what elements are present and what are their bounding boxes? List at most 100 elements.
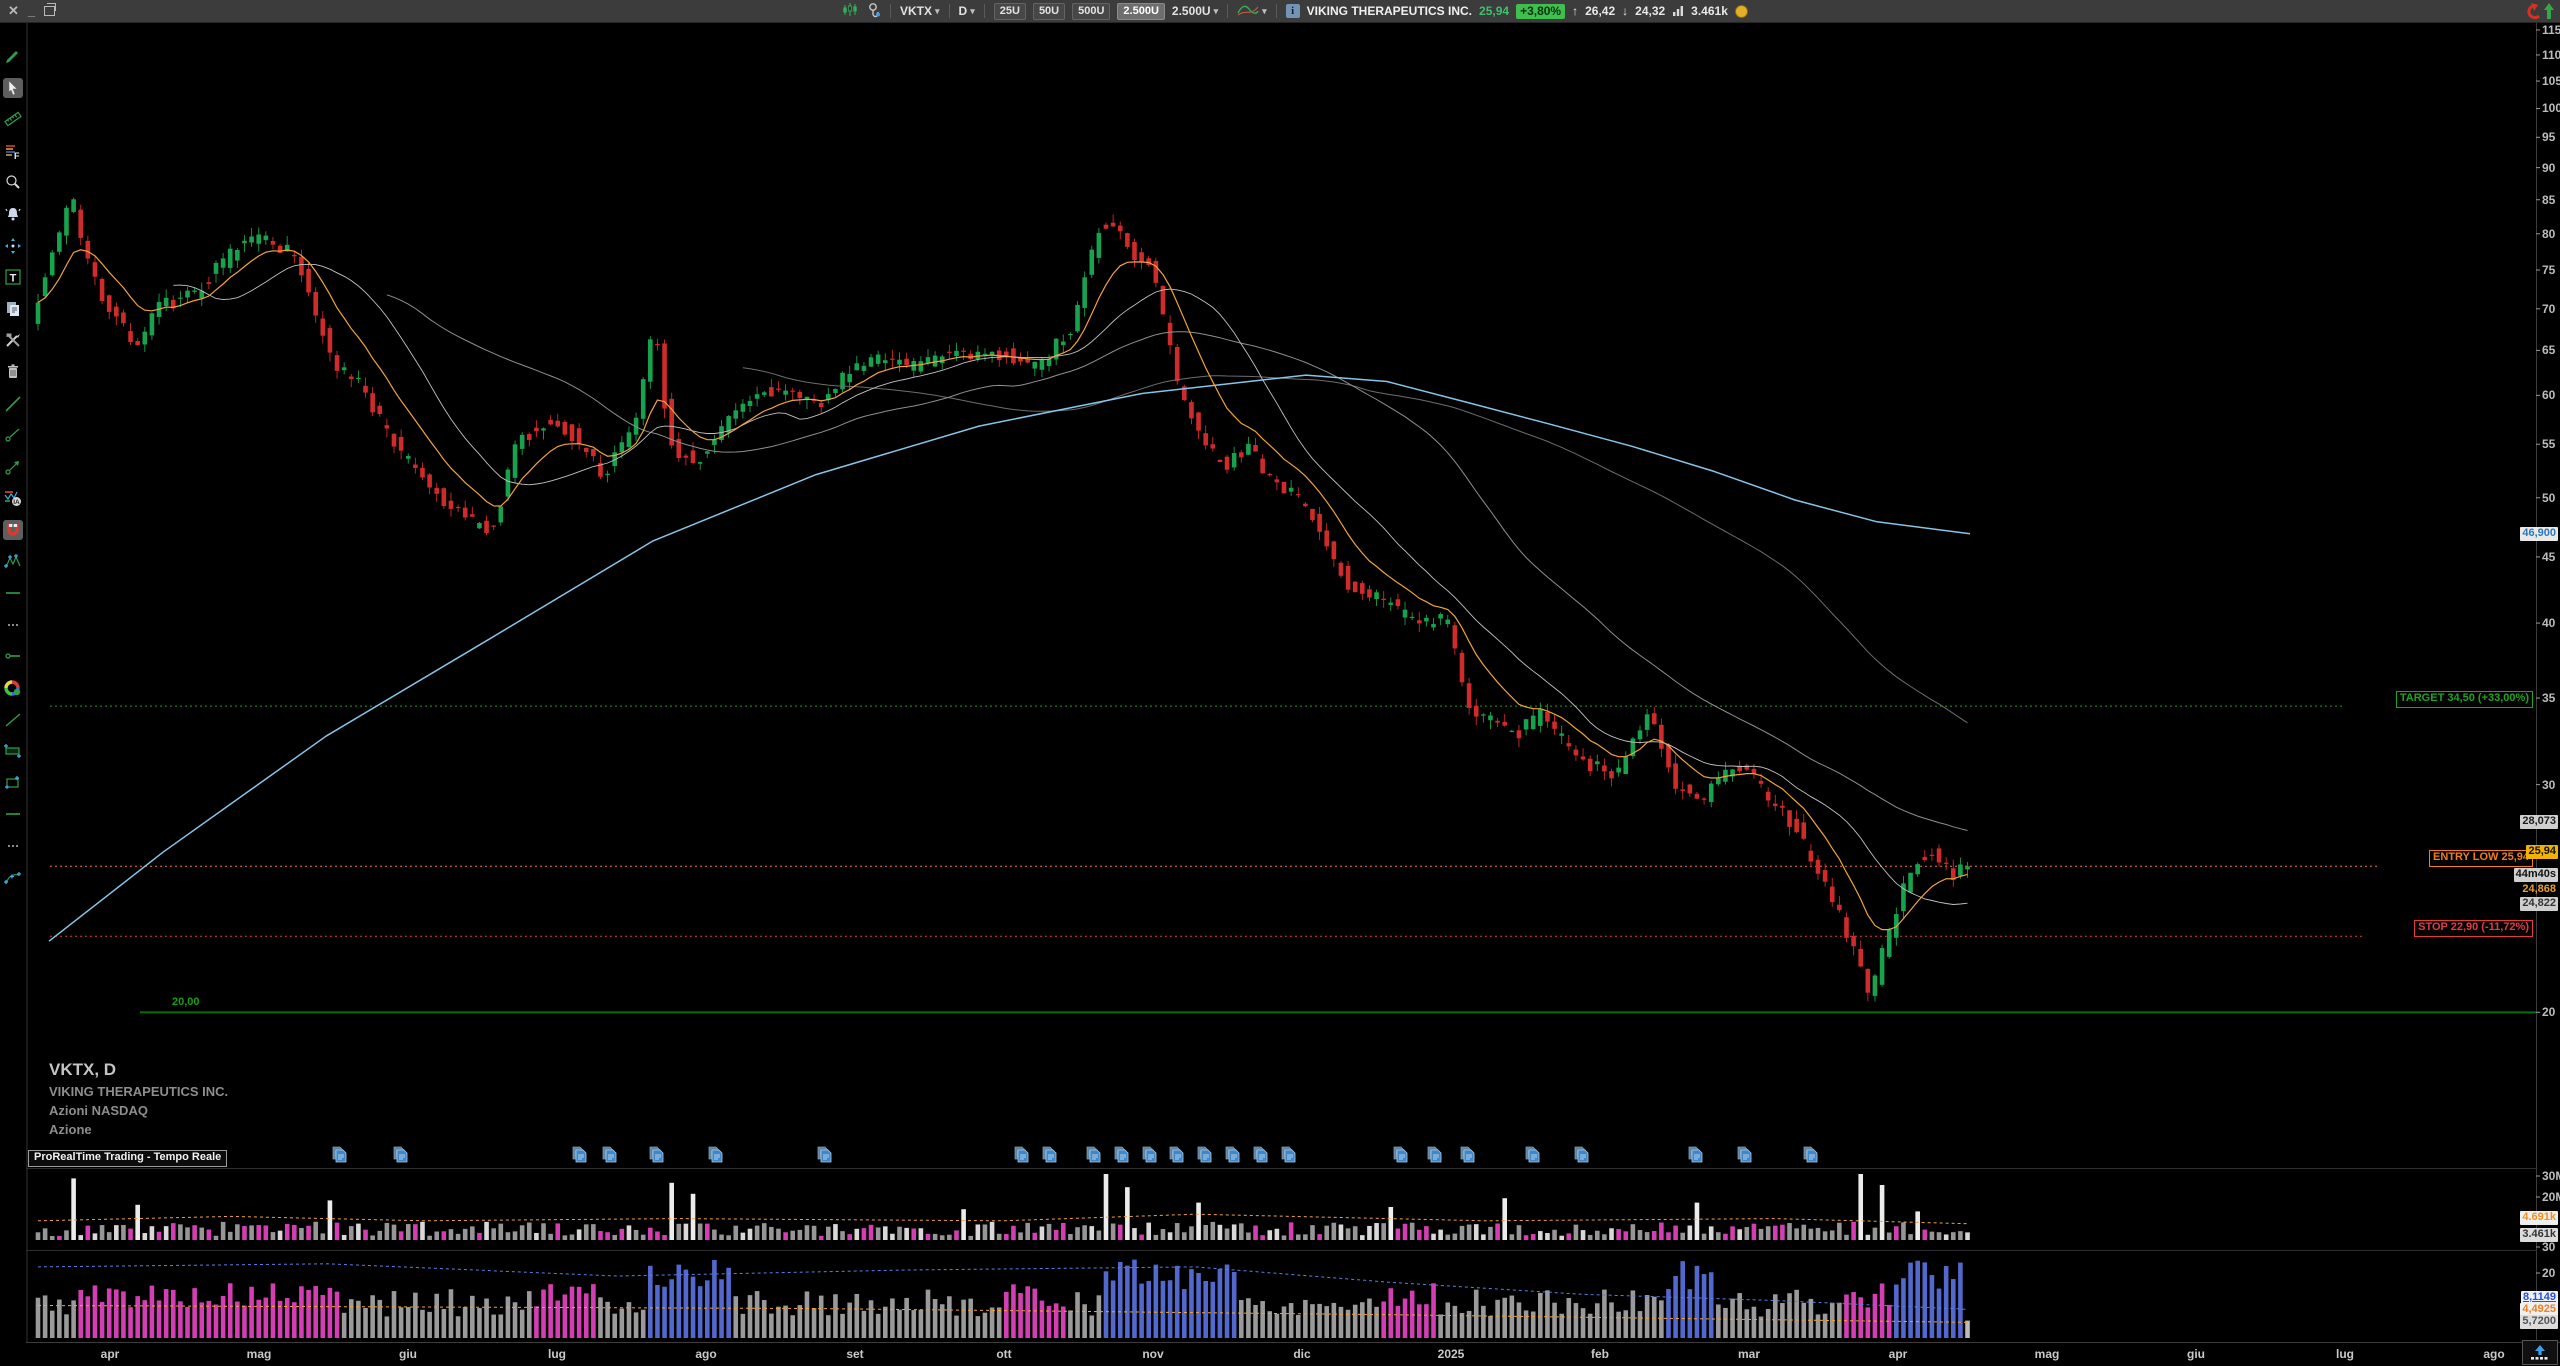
horizontal-line-2-icon[interactable] [3,804,23,824]
delete-trash-icon[interactable] [3,362,23,382]
chevron-down-icon: ▾ [1213,5,1219,16]
chart-canvas[interactable] [26,22,2560,1366]
magnet-snap-icon[interactable] [3,520,23,540]
last-price: 25,94 [1479,4,1510,18]
chart-style-icon [1237,3,1259,20]
chart-frame [26,22,2560,1366]
level-lines [50,705,2536,1014]
news-icon [1691,1149,1703,1163]
volume-bars-icon [1672,4,1684,19]
horizontal-line-icon[interactable] [3,583,23,603]
jump-latest-icon [2531,1345,2548,1360]
price-range-icon[interactable] [3,741,23,761]
chart-toolbar: VKTX ▾ D ▾ 25U 50U 500U 2.500U 2.500U ▾ ▾ i… [842,0,1748,22]
news-icon [1284,1149,1296,1163]
pan-move-icon[interactable] [3,236,23,256]
draw-pencil-icon[interactable] [3,46,23,66]
arc-icon[interactable] [3,868,23,888]
down-arrow-icon: ↓ [1622,4,1629,18]
entry-level-label[interactable]: ENTRY LOW 25,94 [2429,850,2533,867]
arrow-line-icon[interactable] [3,457,23,477]
news-icon [335,1149,347,1163]
alerts-bell-icon[interactable] [3,204,23,224]
timeframe-dropdown[interactable]: D ▾ [958,4,975,18]
zoom-icon[interactable] [3,172,23,192]
chevron-down-icon: ▾ [935,5,940,16]
sell-arrow-icon [2527,3,2541,20]
news-icon [1577,1149,1589,1163]
text-note-icon[interactable]: T [3,267,23,287]
select-cursor-icon[interactable] [3,77,23,98]
news-markers[interactable] [332,1146,1818,1163]
symbol-dropdown[interactable]: VKTX ▾ [900,4,940,18]
news-icon [1528,1149,1540,1163]
news-icon [605,1149,617,1163]
svg-text:F: F [14,151,20,160]
window-controls: ✕ _ [8,0,57,22]
ai-analysis-icon[interactable]: IA [3,488,23,508]
up-arrow-icon: ↑ [1572,4,1579,18]
candlestick-icon[interactable] [842,2,858,21]
news-icon [1228,1149,1240,1163]
drawing-toolbar: F T IA [0,22,26,1366]
restore-icon[interactable] [44,3,57,16]
minimize-icon[interactable]: _ [27,3,36,18]
top-toolbar: ✕ _ VKTX ▾ D ▾ 25U 50U 500U 2.500U 2.500U ▾… [0,0,2560,23]
more-options-2-icon[interactable] [3,836,23,856]
support-line-label[interactable]: 20,00 [172,996,200,1008]
units-500-button[interactable]: 500U [1072,2,1111,20]
settings-tools-icon[interactable] [3,330,23,350]
change-percent-badge: +3,80% [1516,3,1566,19]
units-25-button[interactable]: 25U [993,2,1026,20]
market-status-icon [1734,4,1748,18]
news-icon [1430,1149,1442,1163]
news-icon [1200,1149,1212,1163]
chevron-down-icon: ▾ [1262,5,1267,16]
news-icon [575,1149,587,1163]
measure-ruler-icon[interactable] [3,109,23,129]
segment-icon[interactable] [3,425,23,445]
divider [1227,4,1229,18]
volume-pane [35,1174,1970,1240]
news-icon [1256,1149,1268,1163]
screener-icon[interactable] [865,2,881,21]
svg-text:IA: IA [13,499,20,506]
news-icon [1089,1149,1101,1163]
oblique-line-icon[interactable] [3,710,23,730]
stop-level-label[interactable]: STOP 22,90 (-11,72%) [2414,920,2533,937]
horizontal-segment-icon[interactable] [3,646,23,666]
info-icon[interactable]: i [1285,4,1300,18]
news-icon [1145,1149,1157,1163]
session-volume: 3.461k [1691,4,1728,18]
news-icon [1017,1149,1029,1163]
color-palette-icon[interactable] [3,678,23,698]
indicator-pane [35,1259,1970,1338]
more-options-icon[interactable] [3,615,23,635]
news-icon [711,1149,723,1163]
moving-averages [37,249,1971,942]
news-icon [1463,1149,1475,1163]
trend-line-icon[interactable] [3,394,23,414]
rectangle-icon[interactable] [3,773,23,793]
orders-panel-icon[interactable]: F [3,141,23,161]
units-2500-button[interactable]: 2.500U [1117,2,1165,20]
divider [890,4,891,18]
duplicate-icon[interactable] [3,299,23,319]
day-high: 26,42 [1585,4,1616,18]
scroll-to-latest-button[interactable] [2522,1340,2558,1365]
news-icon [820,1149,832,1163]
zigzag-points-icon[interactable] [3,552,23,572]
chart-style-dropdown[interactable]: ▾ [1237,3,1267,20]
divider [948,4,950,18]
order-shortcuts[interactable] [2522,0,2556,22]
target-level-label[interactable]: TARGET 34,50 (+33,00%) [2395,691,2533,708]
units-dropdown[interactable]: 2.500U ▾ [1171,4,1219,18]
units-50-button[interactable]: 50U [1032,2,1066,20]
divider [983,4,985,18]
news-icon [652,1149,664,1163]
chevron-down-icon: ▾ [970,5,975,16]
divider [1275,4,1277,18]
close-icon[interactable]: ✕ [8,3,19,18]
news-icon [396,1149,408,1163]
news-icon [1740,1149,1752,1163]
